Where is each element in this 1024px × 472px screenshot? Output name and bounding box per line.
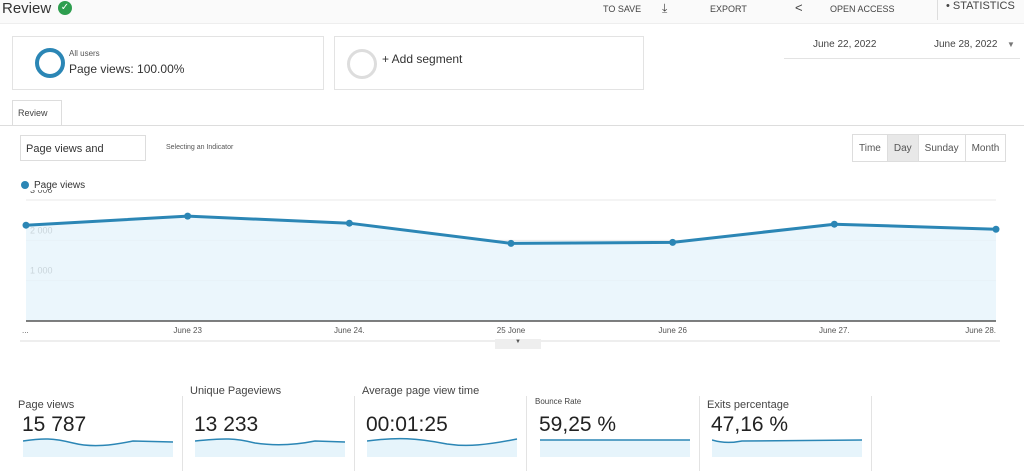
segment-name: All users bbox=[69, 49, 100, 58]
indicator-select[interactable]: Selecting an Indicator bbox=[166, 144, 234, 151]
date-dropdown-icon[interactable]: ▼ bbox=[1007, 40, 1015, 49]
sparkline bbox=[23, 438, 174, 457]
divider bbox=[0, 125, 1024, 126]
metric-card[interactable]: Average page view time 00:01:25 bbox=[362, 385, 527, 465]
download-icon[interactable]: ⤓ bbox=[662, 1, 668, 15]
save-button[interactable]: TO SAVE bbox=[603, 4, 642, 14]
metric-card[interactable]: Page views 15 787 bbox=[18, 385, 183, 465]
segment-all-users[interactable]: All users Page views: 100.00% bbox=[12, 36, 324, 90]
empty-ring-icon bbox=[347, 49, 377, 79]
divider bbox=[871, 396, 872, 471]
metric-label: Exits percentage bbox=[707, 399, 789, 411]
tab-review[interactable]: Review bbox=[12, 100, 62, 126]
divider bbox=[784, 58, 1020, 59]
metric-value: 15 787 bbox=[22, 413, 87, 436]
metric-label: Average page view time bbox=[362, 385, 480, 397]
y-tick-label: 3 000 bbox=[30, 190, 53, 195]
start-date[interactable]: June 22, 2022 bbox=[813, 39, 877, 50]
x-tick-label: ... bbox=[22, 326, 29, 335]
export-button[interactable]: EXPORT bbox=[710, 4, 747, 14]
metric-label: Page views bbox=[18, 399, 75, 411]
x-tick-label: 25 Jone bbox=[497, 326, 526, 335]
metric-value: 00:01:25 bbox=[366, 413, 448, 436]
month-button[interactable]: Month bbox=[971, 143, 1000, 154]
segment-value: Page views: 100.00% bbox=[69, 62, 185, 76]
divider bbox=[526, 396, 527, 471]
area-fill bbox=[26, 216, 996, 321]
metric-value: 59,25 % bbox=[539, 413, 617, 436]
data-point bbox=[22, 221, 30, 229]
sunday-button[interactable]: Sunday bbox=[919, 135, 966, 161]
sparkline bbox=[367, 437, 518, 457]
x-tick-label: June 24. bbox=[334, 326, 365, 335]
granularity-buttons: Time Day Sunday Month bbox=[852, 134, 1007, 162]
end-date[interactable]: June 28, 2022 bbox=[934, 39, 998, 50]
metric-label: Unique Pageviews bbox=[190, 385, 282, 397]
segment-ring-icon bbox=[35, 48, 65, 78]
add-segment-label: + Add segment bbox=[382, 52, 463, 66]
data-point bbox=[507, 239, 515, 247]
expand-chart-icon[interactable]: ▼ bbox=[495, 339, 541, 349]
add-segment-button[interactable]: + Add segment bbox=[334, 36, 644, 90]
divider bbox=[182, 396, 183, 471]
metric-card[interactable]: Exits percentage 47,16 % bbox=[707, 385, 872, 465]
metric-value: 47,16 % bbox=[711, 413, 789, 436]
metric-value: 13 233 bbox=[194, 413, 259, 436]
metric-label: Bounce Rate bbox=[535, 397, 582, 406]
divider bbox=[354, 396, 355, 471]
data-point bbox=[992, 225, 1000, 233]
page-title: Review bbox=[2, 0, 52, 17]
top-bar bbox=[0, 0, 1024, 24]
time-button[interactable]: Time bbox=[853, 135, 888, 161]
sparkline bbox=[712, 439, 863, 457]
metric-card[interactable]: Unique Pageviews 13 233 bbox=[190, 385, 355, 465]
legend-page-views: Page views bbox=[34, 180, 86, 191]
verified-check-icon: ✓ bbox=[58, 1, 72, 15]
sparkline bbox=[540, 439, 690, 457]
sparkline bbox=[195, 438, 346, 457]
x-tick-label: June 27. bbox=[819, 326, 850, 335]
metric-card[interactable]: Bounce Rate 59,25 % bbox=[535, 385, 700, 465]
divider bbox=[699, 396, 700, 471]
open-access-button[interactable]: OPEN ACCESS bbox=[830, 4, 895, 14]
data-point bbox=[669, 238, 677, 246]
statistics-button[interactable]: • STATISTICS bbox=[946, 0, 1015, 12]
x-tick-label: June 28. bbox=[965, 326, 996, 335]
share-icon[interactable]: < bbox=[795, 0, 803, 15]
legend-dot-icon bbox=[21, 181, 29, 189]
divider bbox=[937, 0, 938, 20]
data-point bbox=[830, 220, 838, 228]
day-button[interactable]: Day bbox=[887, 135, 919, 161]
metric-dropdown[interactable]: Page views and bbox=[20, 135, 146, 161]
data-point bbox=[184, 212, 192, 220]
x-tick-label: June 23 bbox=[173, 326, 202, 335]
x-tick-label: June 26 bbox=[658, 326, 687, 335]
data-point bbox=[345, 219, 353, 227]
